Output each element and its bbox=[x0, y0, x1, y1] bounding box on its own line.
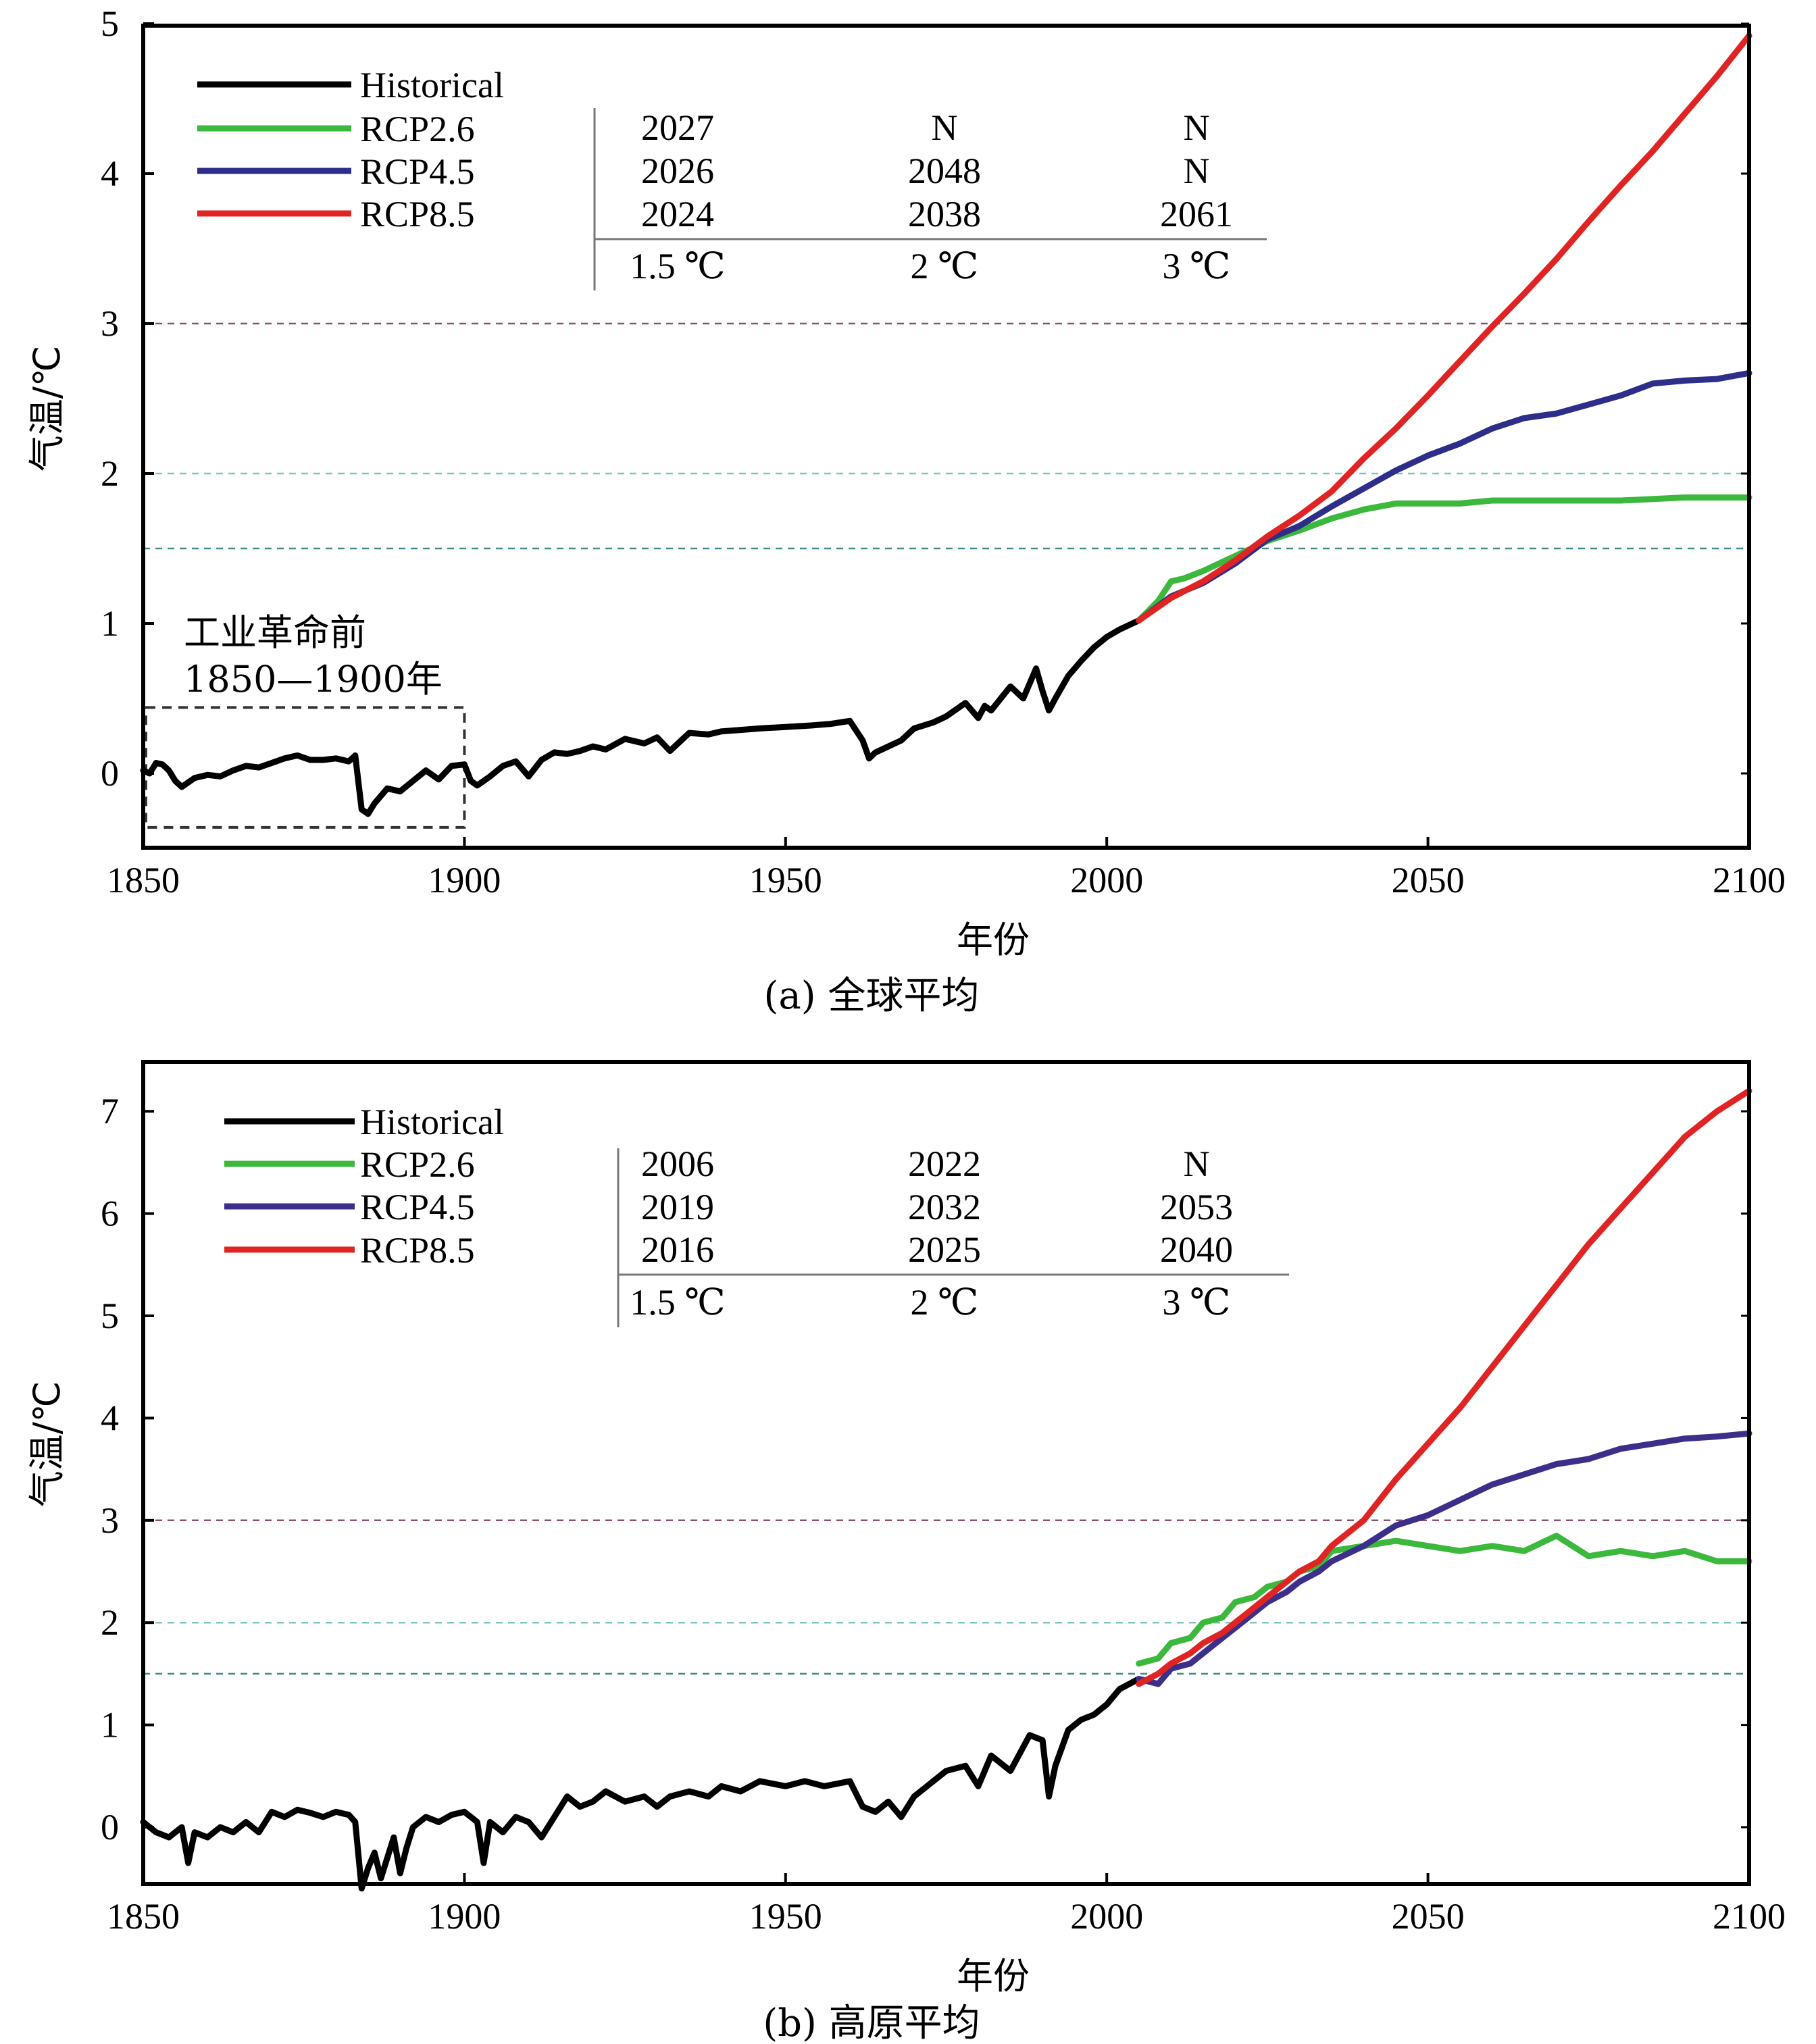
threshold-table: 2006 2022 N 2019 2032 2053 2016 2025 204… bbox=[617, 1144, 1289, 1327]
y-axis-label: 气温/℃ bbox=[26, 346, 68, 472]
x-tick-label: 2100 bbox=[1713, 1896, 1786, 1937]
table-cell: 2032 bbox=[908, 1187, 981, 1227]
x-tick-label: 1850 bbox=[107, 1896, 180, 1937]
x-tick-label: 2050 bbox=[1392, 1896, 1465, 1937]
y-tick-label: 7 bbox=[101, 1091, 119, 1131]
table-cell: 2061 bbox=[1160, 194, 1233, 234]
table-header: 3 ℃ bbox=[1163, 1282, 1231, 1323]
x-tick-label: 2050 bbox=[1392, 860, 1465, 900]
table-cell: 2025 bbox=[908, 1229, 981, 1270]
table-cell: 2040 bbox=[1160, 1229, 1233, 1270]
x-tick-label: 1950 bbox=[749, 860, 822, 900]
threshold-lines bbox=[143, 322, 1749, 550]
panel-plateau-average: 1850 1900 1950 2000 2050 2100 0 1 2 3 4 5 6 7 年份 气温/… bbox=[26, 1060, 1786, 2044]
y-tick-label: 0 bbox=[101, 753, 119, 794]
table-cell: 2053 bbox=[1160, 1187, 1233, 1227]
y-tick-label: 1 bbox=[101, 1705, 119, 1745]
preindustrial-box bbox=[145, 706, 466, 829]
table-cell: 2026 bbox=[641, 151, 714, 191]
series-line-rcp26 bbox=[1136, 494, 1752, 624]
annotation-line2: 1850—1900年 bbox=[184, 658, 443, 700]
series-lines bbox=[140, 32, 1752, 817]
legend-label: Historical bbox=[360, 65, 504, 105]
y-tick-label: 5 bbox=[101, 3, 119, 44]
annotation-box bbox=[145, 706, 466, 829]
series-line-rcp85 bbox=[1136, 32, 1752, 624]
y-axis-ticks: 0 1 2 3 4 5 bbox=[101, 3, 1749, 794]
y-axis-label: 气温/℃ bbox=[26, 1381, 68, 1508]
x-axis-ticks: 1850 1900 1950 2000 2050 2100 bbox=[107, 1873, 1786, 1937]
x-tick-label: 2000 bbox=[1070, 1896, 1143, 1937]
table-header: 2 ℃ bbox=[911, 246, 979, 286]
y-tick-label: 6 bbox=[101, 1194, 119, 1234]
table-cell: 2016 bbox=[641, 1229, 714, 1270]
series-line-rcp85 bbox=[1136, 1088, 1752, 1687]
y-tick-label: 2 bbox=[101, 1602, 119, 1643]
y-tick-label: 0 bbox=[101, 1807, 119, 1847]
series-line-historical bbox=[140, 617, 1142, 817]
annotation-line1: 工业革命前 bbox=[184, 611, 366, 654]
table-header: 1.5 ℃ bbox=[630, 1282, 725, 1323]
series-lines bbox=[140, 1088, 1752, 1892]
x-axis-label: 年份 bbox=[957, 919, 1030, 961]
x-tick-label: 1850 bbox=[107, 860, 180, 900]
threshold-table: 2027 N N 2026 2048 N 2024 2038 2061 1.5 … bbox=[593, 107, 1267, 290]
table-cell: N bbox=[932, 107, 958, 148]
legend-label: RCP4.5 bbox=[360, 1187, 475, 1227]
x-tick-label: 2100 bbox=[1713, 860, 1786, 900]
y-axis-ticks: 0 1 2 3 4 5 6 7 bbox=[101, 1091, 1749, 1847]
table-cell: 2038 bbox=[908, 194, 981, 234]
table-header: 2 ℃ bbox=[911, 1282, 979, 1323]
legend-label: RCP2.6 bbox=[360, 1144, 475, 1185]
legend: Historical RCP2.6 RCP4.5 RCP8.5 bbox=[197, 65, 504, 234]
table-cell: 2022 bbox=[908, 1144, 981, 1184]
table-header: 3 ℃ bbox=[1163, 246, 1231, 286]
legend-label: RCP2.6 bbox=[360, 109, 475, 149]
panel-caption: (b) 高原平均 bbox=[763, 2001, 980, 2044]
legend-label: Historical bbox=[360, 1102, 504, 1142]
y-tick-label: 4 bbox=[101, 153, 119, 194]
series-line-historical bbox=[140, 1676, 1142, 1892]
table-cell: N bbox=[1184, 151, 1210, 191]
table-cell: N bbox=[1184, 107, 1210, 148]
table-header: 1.5 ℃ bbox=[630, 246, 725, 286]
legend: Historical RCP2.6 RCP4.5 RCP8.5 bbox=[224, 1102, 504, 1271]
plot-frame bbox=[141, 24, 1751, 850]
x-tick-label: 1900 bbox=[428, 1896, 501, 1937]
y-tick-label: 3 bbox=[101, 1500, 119, 1541]
threshold-lines bbox=[143, 1519, 1749, 1675]
y-tick-label: 4 bbox=[101, 1398, 119, 1438]
panel-caption: (a) 全球平均 bbox=[764, 974, 980, 1018]
series-line-rcp26 bbox=[1136, 1533, 1752, 1667]
table-cell: 2019 bbox=[641, 1187, 714, 1227]
y-tick-label: 3 bbox=[101, 303, 119, 344]
table-cell: 2024 bbox=[641, 194, 714, 234]
y-tick-label: 5 bbox=[101, 1296, 119, 1336]
table-cell: 2027 bbox=[641, 107, 714, 148]
x-tick-label: 1950 bbox=[749, 1896, 822, 1937]
x-tick-label: 2000 bbox=[1070, 860, 1143, 900]
x-axis-ticks: 1850 1900 1950 2000 2050 2100 bbox=[107, 837, 1786, 900]
legend-label: RCP4.5 bbox=[360, 151, 475, 192]
table-cell: 2006 bbox=[641, 1144, 714, 1184]
x-tick-label: 1900 bbox=[428, 860, 501, 900]
series-line-rcp45 bbox=[1136, 1430, 1752, 1687]
y-tick-label: 1 bbox=[101, 603, 119, 644]
table-cell: 2048 bbox=[908, 151, 981, 191]
y-tick-label: 2 bbox=[101, 453, 119, 494]
plot-frame bbox=[141, 1060, 1751, 1886]
table-cell: N bbox=[1184, 1144, 1210, 1184]
legend-label: RCP8.5 bbox=[360, 194, 475, 234]
legend-label: RCP8.5 bbox=[360, 1230, 475, 1271]
x-axis-label: 年份 bbox=[957, 1955, 1030, 1997]
